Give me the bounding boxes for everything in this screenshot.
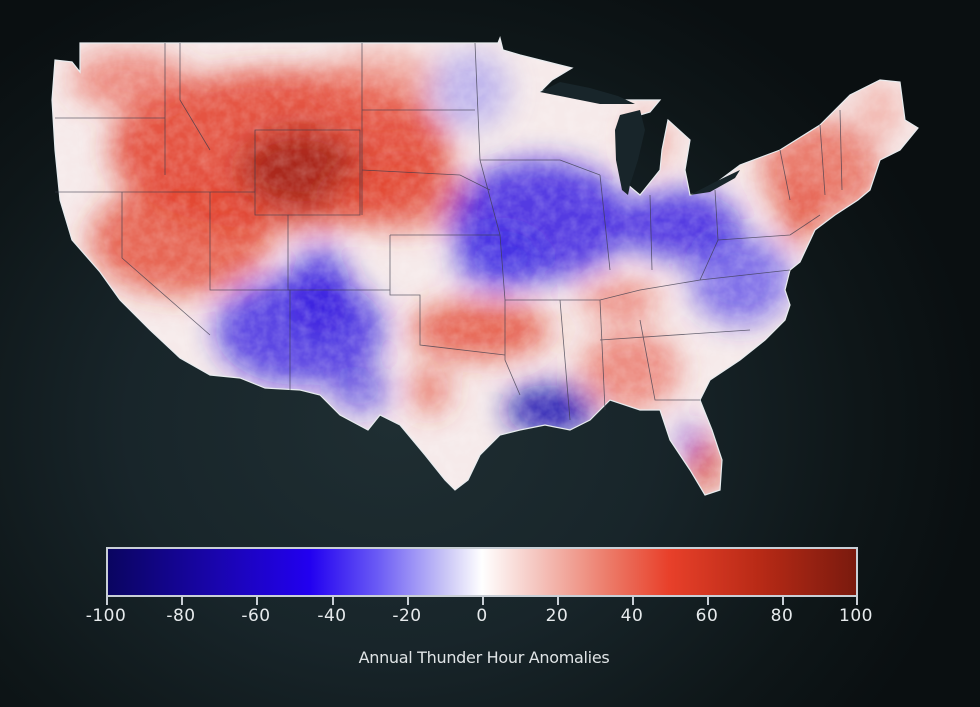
colorbar-tick	[856, 597, 858, 605]
lake-superior	[540, 82, 635, 104]
colorbar-tick	[407, 597, 409, 605]
state-borders	[55, 42, 843, 421]
colorbar-tick-label: -80	[166, 606, 196, 626]
colorbar-tick-label: -40	[317, 606, 347, 626]
colorbar-title: Annual Thunder Hour Anomalies	[358, 648, 610, 667]
lake-erie	[690, 170, 740, 195]
colorbar	[106, 547, 858, 597]
colorbar-tick	[557, 597, 559, 605]
colorbar-tick-label: 80	[770, 606, 794, 626]
colorbar-tick	[482, 597, 484, 605]
colorbar-tick	[332, 597, 334, 605]
colorbar-tick	[707, 597, 709, 605]
colorbar-tick	[106, 597, 108, 605]
colorbar-tick-label: 100	[839, 606, 873, 626]
colorbar-tick-label: -20	[392, 606, 422, 626]
colorbar-tick-label: -60	[241, 606, 271, 626]
us-anomaly-map	[51, 37, 919, 496]
lake-michigan	[615, 110, 645, 195]
colorbar-tick	[782, 597, 784, 605]
colorbar-tick-label: -100	[85, 606, 127, 626]
colorbar-tick-label: 0	[476, 606, 488, 626]
colorbar-tick	[181, 597, 183, 605]
colorbar-tick	[632, 597, 634, 605]
colorbar-tick-label: 40	[620, 606, 644, 626]
anomaly-field	[52, 38, 918, 495]
colorbar-tick-label: 20	[545, 606, 569, 626]
colorbar-tick-label: 60	[695, 606, 719, 626]
colorbar-tick	[256, 597, 258, 605]
